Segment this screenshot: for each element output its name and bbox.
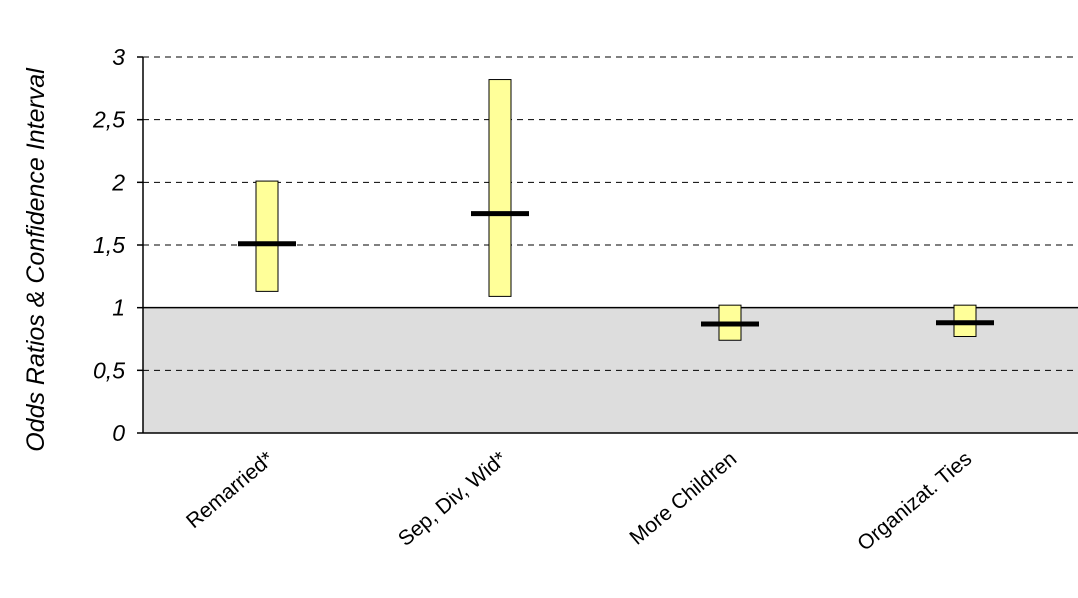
confidence-intervals — [255, 79, 977, 341]
y-tick-label: 3 — [112, 44, 125, 70]
y-tick-label: 1,5 — [93, 232, 125, 258]
y-tick-label: 2 — [111, 169, 125, 195]
y-tick-labels: 0 0,5 1 1,5 2 2,5 3 — [92, 44, 143, 446]
y-tick-label: 2,5 — [92, 107, 125, 133]
confidence-interval-bar — [255, 180, 279, 292]
category-label: Remarried* — [182, 447, 278, 533]
category-label: Organizat. Ties — [853, 447, 976, 555]
category-labels: Remarried* Sep, Div, Wid* More Children Org… — [182, 447, 976, 555]
confidence-interval-bar — [488, 79, 512, 297]
grid-lines — [143, 56, 1078, 371]
y-tick-label: 1 — [112, 295, 125, 321]
y-tick-label: 0,5 — [93, 357, 125, 383]
category-label: More Children — [625, 447, 741, 549]
category-label: Sep, Div, Wid* — [394, 447, 511, 551]
y-axis-title: Odds Ratios & Confidence Interval — [22, 67, 50, 452]
odds-ratio-markers — [238, 211, 994, 327]
y-tick-label: 0 — [112, 420, 125, 446]
